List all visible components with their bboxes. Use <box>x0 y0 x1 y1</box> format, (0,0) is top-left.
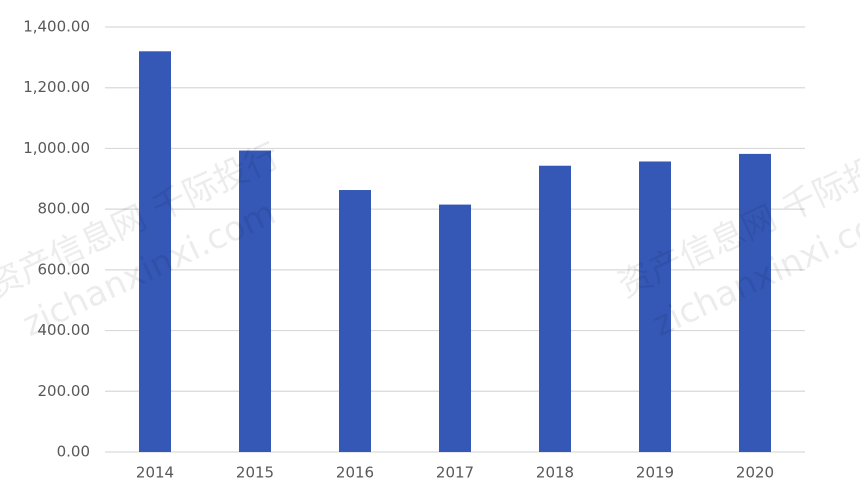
bar <box>539 165 571 452</box>
y-tick-label: 800.00 <box>38 200 91 218</box>
y-tick-label: 1,200.00 <box>23 78 90 96</box>
bar <box>139 51 171 453</box>
x-tick-label: 2018 <box>536 464 574 482</box>
y-tick-label: 1,400.00 <box>23 18 90 36</box>
y-tick-label: 0.00 <box>57 443 90 461</box>
y-tick-label: 600.00 <box>38 260 91 278</box>
x-tick-label: 2020 <box>736 464 774 482</box>
x-tick-label: 2017 <box>436 464 474 482</box>
y-tick-label: 200.00 <box>38 382 91 400</box>
x-tick-label: 2019 <box>636 464 674 482</box>
y-tick-label: 1,000.00 <box>23 139 90 157</box>
bar <box>439 204 471 452</box>
bar <box>639 161 671 452</box>
x-tick-label: 2015 <box>236 464 274 482</box>
x-tick-label: 2016 <box>336 464 374 482</box>
bar <box>339 190 371 452</box>
y-tick-label: 400.00 <box>38 321 91 339</box>
bar <box>739 153 771 452</box>
bar <box>239 150 271 452</box>
x-tick-label: 2014 <box>136 464 174 482</box>
